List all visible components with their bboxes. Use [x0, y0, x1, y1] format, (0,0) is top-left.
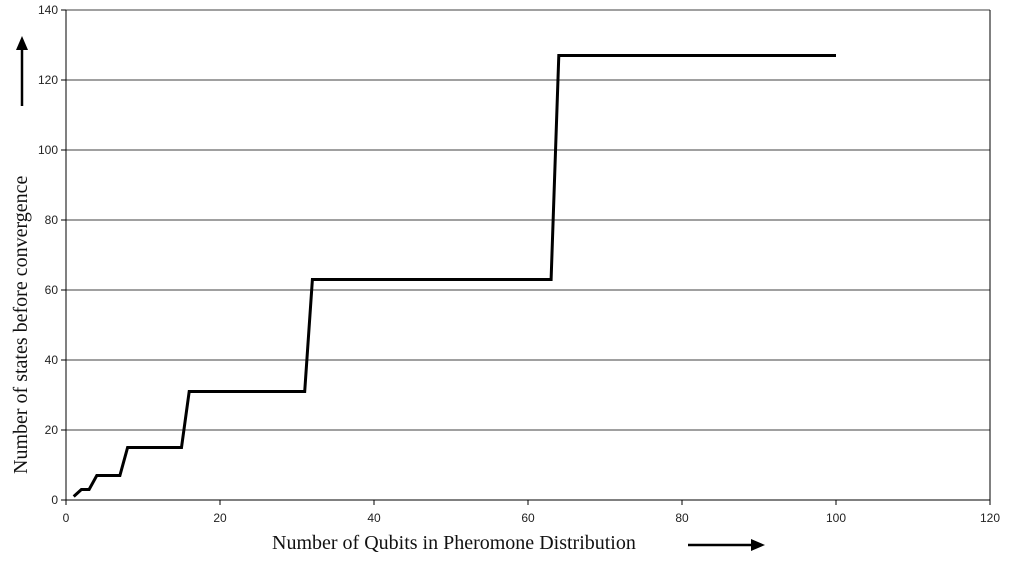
y-tick-label: 80: [45, 213, 59, 227]
plot-frame: [65, 10, 991, 501]
x-axis-label: Number of Qubits in Pheromone Distributi…: [272, 532, 636, 554]
tick-labels: 0 20 40 60 80 100 120 0 20 40 60 80 100 120 140: [38, 3, 1000, 525]
x-tick-label: 40: [367, 511, 381, 525]
y-tick-label: 140: [38, 3, 58, 17]
y-tick-label: 120: [38, 73, 58, 87]
x-tick-label: 120: [980, 511, 1000, 525]
x-tick-label: 100: [826, 511, 846, 525]
y-tick-label: 100: [38, 143, 58, 157]
y-tick-label: 20: [45, 423, 59, 437]
x-axis-arrow: [688, 539, 765, 551]
y-tick-label: 0: [51, 493, 58, 507]
x-tick-label: 20: [213, 511, 227, 525]
x-tick-label: 80: [675, 511, 689, 525]
y-tick-label: 60: [45, 283, 59, 297]
y-tick-label: 40: [45, 353, 59, 367]
grid-lines: [66, 9, 990, 431]
x-tick-label: 0: [63, 511, 70, 525]
x-tick-label: 60: [521, 511, 535, 525]
series-line: [72, 54, 836, 498]
y-axis-arrow: [16, 36, 28, 106]
y-axis-label: Number of states before convergence: [10, 175, 32, 474]
series-group: [72, 54, 836, 498]
